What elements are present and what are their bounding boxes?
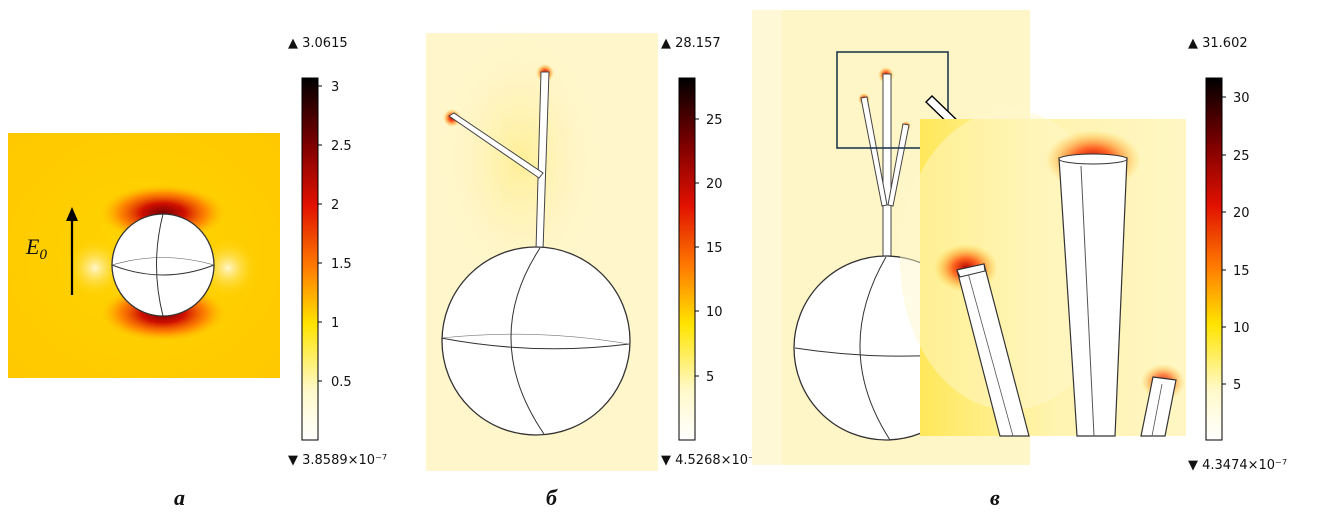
- panel-a: E0 ▲ 3.0615 3 2.5 2 1.5 1 0.5 ▼ 3.8589×1…: [8, 36, 387, 510]
- panel-c-tick-label: 30: [1233, 91, 1250, 106]
- panel-c: ▲ 31.602 30 25 20 15 10 5 ▼ 4.3474×10⁻⁷ …: [752, 10, 1287, 510]
- panel-b-tick-label: 5: [706, 370, 714, 385]
- panel-b-nanowires: [448, 71, 550, 251]
- panel-a-colorbar-min: ▼ 3.8589×10⁻⁷: [288, 453, 387, 468]
- field-direction-arrow: [66, 207, 78, 295]
- panel-a-colorbar: ▲ 3.0615 3 2.5 2 1.5 1 0.5 ▼ 3.8589×10⁻⁷: [288, 36, 387, 468]
- panel-c-tick-label: 10: [1233, 321, 1250, 336]
- panel-a-sphere: [111, 213, 215, 317]
- panel-a-tick-label: 2.5: [331, 139, 352, 154]
- panel-a-low-field-lobe-left: [65, 238, 125, 298]
- panel-b-tick-label: 25: [706, 113, 723, 128]
- panel-b-tick-label: 20: [706, 177, 723, 192]
- panel-c-colorbar: ▲ 31.602 30 25 20 15 10 5 ▼ 4.3474×10⁻⁷: [1188, 36, 1287, 473]
- panel-a-tick-label: 2: [331, 198, 339, 213]
- panel-c-colorbar-ticks: 30 25 20 15 10 5: [1222, 91, 1250, 393]
- panel-a-colorbar-max: ▲ 3.0615: [288, 36, 348, 51]
- panel-b: ▲ 28.157 25 20 15 10 5 ▼ 4.5268×10⁻⁷ б: [426, 20, 760, 510]
- panel-b-colorbar-ticks: 25 20 15 10 5: [695, 113, 723, 385]
- panel-b-colorbar: ▲ 28.157 25 20 15 10 5 ▼ 4.5268×10⁻⁷: [661, 36, 760, 468]
- panel-c-zoom-inset: [900, 110, 1186, 437]
- panel-b-tick-label: 10: [706, 305, 723, 320]
- panel-a-tick-label: 1.5: [331, 257, 352, 272]
- panel-c-colorbar-min: ▼ 4.3474×10⁻⁷: [1188, 458, 1287, 473]
- panel-a-tick-label: 3: [331, 80, 339, 95]
- panel-c-label: в: [990, 485, 1000, 510]
- panel-a-tick-label: 1: [331, 316, 339, 331]
- panel-b-tick-label: 15: [706, 241, 723, 256]
- panel-a-colorbar-ticks: 3 2.5 2 1.5 1 0.5: [318, 80, 352, 390]
- panel-c-colorbar-max: ▲ 31.602: [1188, 36, 1248, 51]
- field-label: E0: [25, 234, 47, 263]
- panel-b-sphere: [440, 246, 631, 436]
- panel-c-tick-label: 20: [1233, 206, 1250, 221]
- panel-c-tick-label: 5: [1233, 378, 1241, 393]
- panel-b-label: б: [546, 485, 558, 510]
- panel-a-label: а: [174, 485, 185, 510]
- panel-b-colorbar-max: ▲ 28.157: [661, 36, 721, 51]
- panel-c-tick-label: 25: [1233, 149, 1250, 164]
- panel-c-tick-label: 15: [1233, 264, 1250, 279]
- panel-b-colorbar-min: ▼ 4.5268×10⁻⁷: [661, 453, 760, 468]
- panel-c-nanowires: [860, 73, 910, 259]
- zoom-region-box: [836, 51, 949, 149]
- panel-a-tick-label: 0.5: [331, 375, 352, 390]
